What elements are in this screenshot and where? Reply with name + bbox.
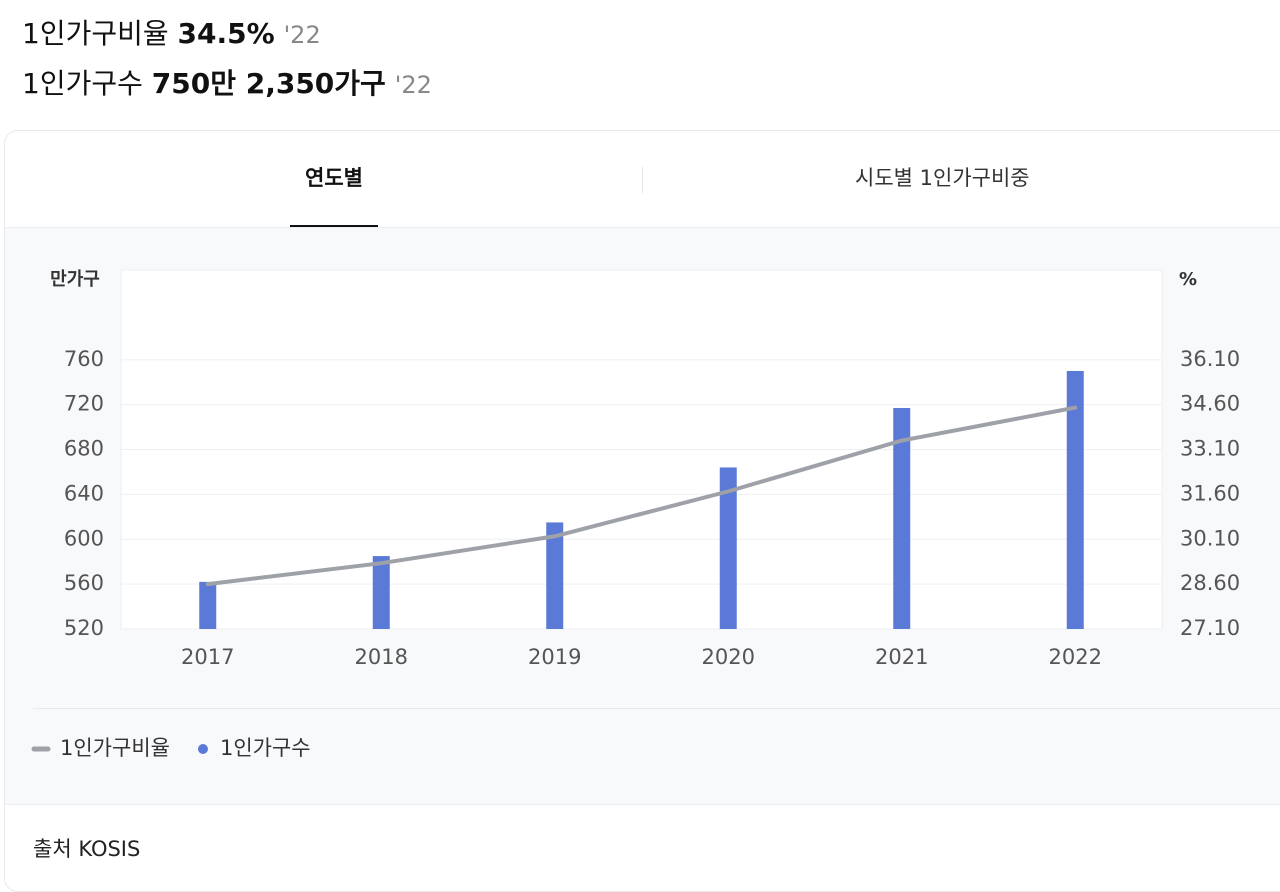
tab-bar: 연도별 시도별 1인가구비중 — [5, 131, 1280, 228]
y2-tick-label: 34.60 — [1180, 392, 1240, 416]
bar — [372, 556, 390, 629]
legend-divider — [33, 708, 1280, 709]
x-tick-label: 2022 — [1049, 645, 1102, 669]
bar — [1066, 370, 1084, 629]
bar — [893, 407, 911, 629]
value: 34.5% — [177, 17, 275, 50]
tab[interactable]: 시도별 1인가구비중 — [855, 166, 1030, 190]
bar — [719, 467, 737, 629]
legend-label: 1인가구비율 — [60, 736, 170, 760]
legend-swatch — [197, 744, 208, 754]
y2-axis-label: % — [1179, 269, 1197, 290]
y-tick-label: 640 — [64, 481, 104, 505]
label: 1인가구수 — [22, 67, 143, 100]
label: 1인가구비율 — [22, 17, 169, 50]
value: 750만 2,350가구 — [151, 67, 386, 100]
bar — [546, 522, 564, 629]
year: '22 — [394, 71, 432, 99]
y2-tick-label: 36.10 — [1180, 347, 1240, 371]
x-tick-label: 2018 — [355, 645, 408, 669]
y2-tick-label: 33.10 — [1180, 437, 1240, 461]
count-headline: 1인가구수 750만 2,350가구 '22 — [22, 62, 432, 102]
source: 출처 KOSIS — [33, 837, 141, 861]
x-tick-label: 2019 — [528, 645, 581, 669]
y-tick-label: 760 — [64, 347, 104, 371]
y2-tick-label: 28.60 — [1180, 571, 1240, 595]
line — [205, 405, 1078, 587]
y2-tick-label: 30.10 — [1180, 526, 1240, 550]
bar — [199, 581, 217, 629]
y-tick-label: 520 — [64, 616, 104, 640]
y2-tick-label: 31.60 — [1180, 481, 1240, 505]
y2-tick-label: 27.10 — [1180, 616, 1240, 640]
legend-label: 1인가구수 — [220, 736, 311, 760]
y-tick-label: 600 — [64, 526, 104, 550]
y-tick-label: 680 — [64, 437, 104, 461]
y-axis-label: 만가구 — [50, 269, 100, 290]
x-tick-label: 2017 — [181, 645, 234, 669]
y-tick-label: 560 — [64, 571, 104, 595]
year: '22 — [283, 21, 321, 49]
tab-divider — [642, 167, 643, 193]
tab[interactable]: 연도별 — [290, 131, 378, 227]
y-tick-label: 720 — [64, 392, 104, 416]
x-tick-label: 2021 — [875, 645, 928, 669]
x-tick-label: 2020 — [702, 645, 755, 669]
ratio-headline: 1인가구비율 34.5% '22 — [22, 12, 321, 52]
